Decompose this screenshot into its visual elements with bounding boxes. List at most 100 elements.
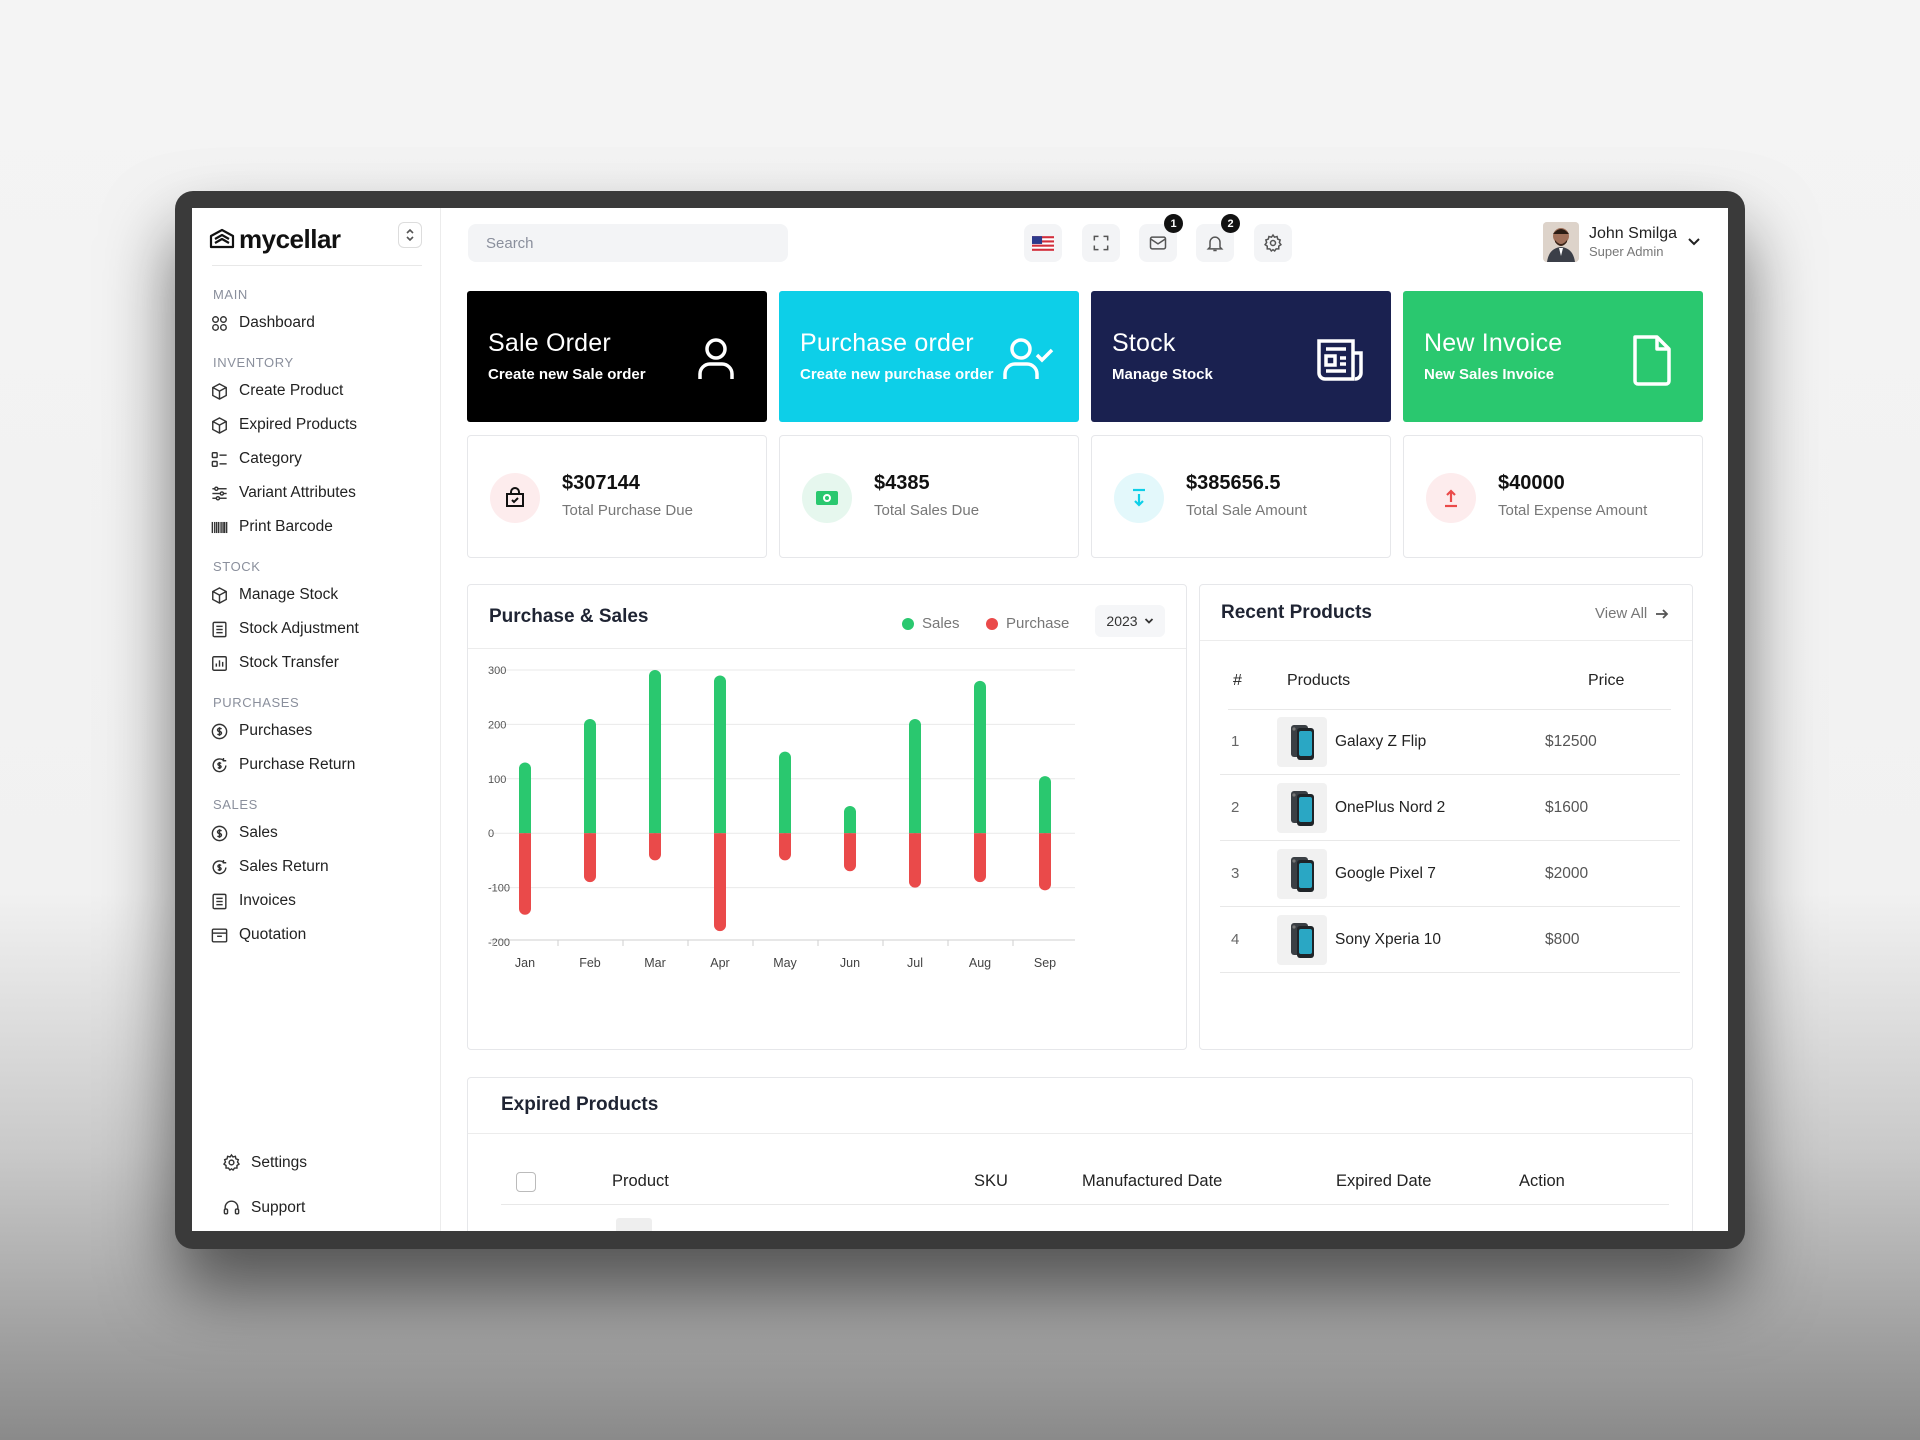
mail-button[interactable]: 1 — [1139, 214, 1183, 262]
stat-value: $307144 — [562, 472, 640, 494]
product-name: Google Pixel 7 — [1335, 865, 1436, 882]
bar-purchase — [844, 833, 856, 872]
sidebar-item-manage-stock[interactable]: Manage Stock — [210, 578, 430, 612]
settings-button[interactable] — [1254, 224, 1292, 262]
product-thumbnail — [616, 1218, 652, 1231]
bar-sales-base — [844, 827, 856, 834]
stat-icon-wrap — [490, 473, 540, 523]
sidebar-collapse-button[interactable] — [398, 222, 422, 248]
bar-sales-base — [714, 827, 726, 834]
sidebar-item-print-barcode[interactable]: Print Barcode — [210, 510, 430, 544]
stat-label: Total Purchase Due — [562, 502, 693, 519]
product-price: $2000 — [1545, 865, 1589, 882]
bar-purchase-top — [714, 833, 726, 840]
user-check-icon — [1003, 338, 1054, 379]
bar-purchase — [584, 833, 596, 883]
legend-sales[interactable]: Sales — [902, 615, 960, 632]
legend-label: Purchase — [1006, 615, 1070, 632]
list-icon — [212, 621, 227, 637]
bar-purchase-top — [844, 833, 856, 840]
bar-purchase-top — [909, 833, 921, 840]
stat-card-purchase-due: $307144 Total Purchase Due — [467, 435, 767, 558]
stat-card-expense-amount: $40000 Total Expense Amount — [1403, 435, 1703, 558]
x-tick-label: Mar — [644, 956, 666, 970]
barcode-icon — [211, 521, 228, 533]
table-row[interactable]: 4 Sony Xperia 10 $800 — [1220, 907, 1680, 973]
sidebar-item-support[interactable]: Support — [222, 1185, 422, 1230]
bar-purchase — [649, 833, 661, 861]
year-select[interactable]: 2023 — [1095, 605, 1165, 637]
language-flag-button[interactable] — [1024, 224, 1062, 262]
sidebar-item-stock-adjustment[interactable]: Stock Adjustment — [210, 612, 430, 646]
purchase-order-card[interactable]: Purchase order Create new purchase order — [779, 291, 1079, 422]
sidebar-item-settings[interactable]: Settings — [222, 1140, 422, 1185]
bar-sales-base — [584, 827, 596, 834]
new-invoice-card[interactable]: New Invoice New Sales Invoice — [1403, 291, 1703, 422]
bar-purchase-top — [519, 833, 531, 840]
sidebar-item-quotation[interactable]: Quotation — [210, 918, 430, 952]
sidebar-section-title: PURCHASES — [213, 695, 300, 710]
us-flag-icon — [1032, 235, 1054, 251]
sale-order-card[interactable]: Sale Order Create new Sale order — [467, 291, 767, 422]
sidebar-item-variant-attributes[interactable]: Variant Attributes — [210, 476, 430, 510]
x-tick-label: Jan — [515, 956, 535, 970]
dollar-circle-icon — [211, 825, 228, 841]
sidebar-item-invoices[interactable]: Invoices — [210, 884, 430, 918]
download-icon — [1133, 488, 1145, 507]
stat-label: Total Expense Amount — [1498, 502, 1648, 519]
bar-sales-base — [974, 827, 986, 834]
panel-divider — [468, 1133, 1692, 1134]
user-menu[interactable]: John Smilga Super Admin — [1543, 222, 1701, 262]
card-subtitle: New Sales Invoice — [1424, 366, 1555, 383]
sidebar-item-label: Support — [251, 1198, 306, 1216]
bar-sales — [714, 675, 726, 834]
fullscreen-button[interactable] — [1082, 224, 1120, 262]
sidebar-item-stock-transfer[interactable]: Stock Transfer — [210, 646, 430, 680]
sidebar-item-purchase-return[interactable]: Purchase Return — [210, 748, 430, 782]
user-name: John Smilga — [1589, 225, 1678, 242]
sidebar-item-purchases[interactable]: Purchases — [210, 714, 430, 748]
cash-icon — [816, 491, 838, 505]
select-all-checkbox[interactable] — [516, 1172, 536, 1192]
x-tick-label: Sep — [1034, 956, 1056, 970]
notification-button[interactable]: 2 — [1196, 214, 1240, 262]
search-input[interactable]: Search — [468, 224, 788, 262]
row-number: 3 — [1231, 865, 1240, 882]
app-window: mycellar MAIN Dashboard INVENTORY Create Pr… — [192, 208, 1728, 1231]
sidebar-item-label: Purchases — [239, 722, 313, 739]
legend-dot — [902, 617, 914, 630]
mail-icon — [1149, 236, 1167, 250]
bar-purchase — [974, 833, 986, 883]
sidebar-item-category[interactable]: Category — [210, 442, 430, 476]
bar-sales-base — [649, 827, 661, 834]
x-tick-label: May — [773, 956, 797, 970]
fullscreen-icon — [1093, 235, 1109, 251]
bar-sales-base — [519, 827, 531, 834]
legend-dot — [986, 617, 998, 630]
stat-value: $385656.5 — [1186, 472, 1281, 494]
logo[interactable]: mycellar — [209, 222, 341, 256]
table-row[interactable]: 2 OnePlus Nord 2 $1600 — [1220, 775, 1680, 841]
stat-card-sale-amount: $385656.5 Total Sale Amount — [1091, 435, 1391, 558]
sidebar-item-expired-products[interactable]: Expired Products — [210, 408, 430, 442]
x-tick-label: Jul — [907, 956, 923, 970]
bar-purchase — [714, 833, 726, 932]
sidebar-item-create-product[interactable]: Create Product — [210, 374, 430, 408]
sidebar-item-label: Quotation — [239, 926, 307, 943]
card-title: Sale Order — [488, 329, 611, 357]
archive-icon — [211, 927, 228, 943]
headset-icon — [223, 1200, 240, 1215]
sidebar-item-sales-return[interactable]: Sales Return — [210, 850, 430, 884]
card-subtitle: Create new Sale order — [488, 366, 646, 383]
table-row[interactable]: 1 Galaxy Z Flip $12500 — [1220, 709, 1680, 775]
category-icon — [211, 451, 227, 467]
table-row[interactable]: 3 Google Pixel 7 $2000 — [1220, 841, 1680, 907]
bar-purchase — [909, 833, 921, 888]
product-thumbnail — [1277, 717, 1327, 767]
legend-purchase[interactable]: Purchase — [986, 615, 1069, 632]
sidebar-item-sales[interactable]: Sales — [210, 816, 430, 850]
sidebar-item-dashboard[interactable]: Dashboard — [210, 306, 430, 340]
view-all-link[interactable]: View All — [1595, 605, 1669, 622]
column-header-products: Products — [1287, 672, 1351, 689]
stock-card[interactable]: Stock Manage Stock — [1091, 291, 1391, 422]
